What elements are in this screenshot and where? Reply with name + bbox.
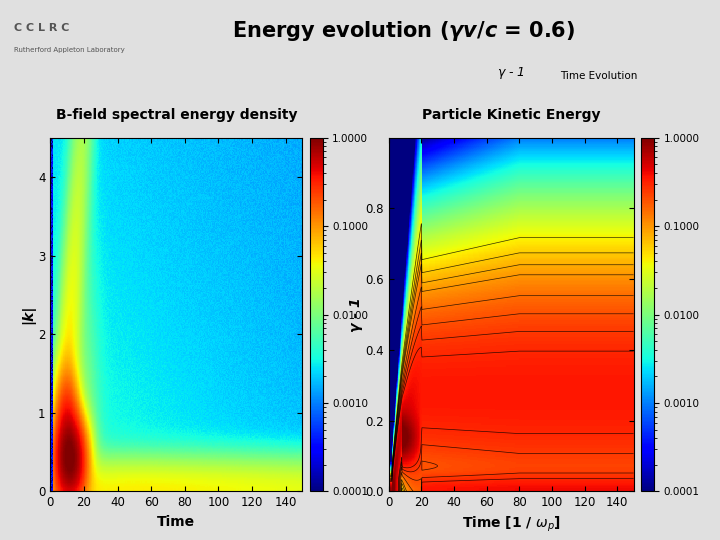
Text: Particle Kinetic Energy: Particle Kinetic Energy: [422, 107, 600, 122]
X-axis label: Time: Time: [158, 515, 195, 529]
Y-axis label: |k|: |k|: [22, 305, 35, 325]
Text: Energy evolution ($\bfit{\gamma v}$/$\bfit{c}$ = 0.6): Energy evolution ($\bfit{\gamma v}$/$\bf…: [232, 19, 575, 43]
Text: $\gamma$ - 1: $\gamma$ - 1: [498, 65, 525, 81]
Text: Time Evolution: Time Evolution: [560, 71, 637, 81]
Text: B-field spectral energy density: B-field spectral energy density: [55, 107, 297, 122]
Y-axis label: γ - 1: γ - 1: [348, 297, 363, 332]
Text: C C L R C: C C L R C: [14, 23, 70, 33]
X-axis label: Time [1 / $\omega_p$]: Time [1 / $\omega_p$]: [462, 515, 561, 534]
Text: Rutherford Appleton Laboratory: Rutherford Appleton Laboratory: [14, 46, 125, 53]
